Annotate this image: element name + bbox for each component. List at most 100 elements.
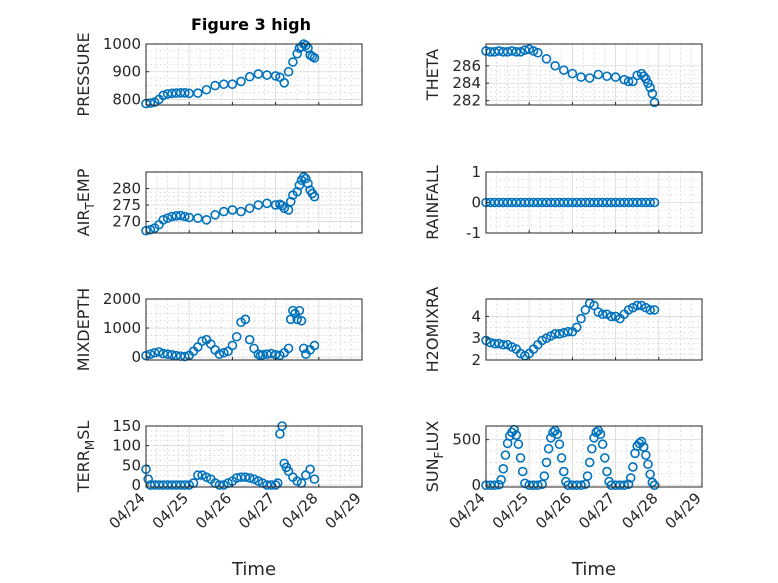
- data-point: [143, 474, 153, 484]
- data-point: [645, 305, 655, 315]
- axes-frame: [145, 43, 363, 106]
- data-point: [610, 72, 621, 82]
- data-point: [500, 450, 511, 460]
- data-point: [517, 466, 528, 477]
- data-point: [262, 198, 272, 209]
- data-points: [481, 298, 660, 361]
- y-tick-label: 270: [112, 212, 141, 230]
- data-point: [305, 464, 315, 475]
- data-points: [481, 424, 660, 490]
- data-point: [567, 68, 578, 79]
- grid: [146, 44, 362, 105]
- x-tick-label: 04/24: [106, 489, 149, 532]
- data-point: [496, 474, 506, 485]
- y-tick-label: 3: [471, 329, 481, 347]
- data-point: [511, 430, 522, 440]
- data-point: [515, 47, 526, 57]
- data-point: [595, 429, 606, 439]
- data-point: [301, 173, 311, 184]
- axes-frame: [485, 43, 703, 106]
- data-point: [558, 65, 569, 75]
- data-point: [292, 48, 303, 59]
- data-point: [201, 215, 212, 225]
- data-point: [558, 466, 569, 477]
- x-tick-label: 04/28: [278, 489, 321, 532]
- data-point: [218, 206, 229, 217]
- y-tick-label: 2000: [103, 290, 141, 308]
- data-point: [277, 200, 287, 211]
- data-point: [283, 66, 294, 77]
- data-point: [244, 203, 255, 214]
- data-point: [576, 313, 586, 324]
- y-axis-label: AIRTEMP: [74, 168, 97, 236]
- axes-frame: [145, 298, 363, 361]
- data-point: [175, 210, 186, 221]
- grid: [146, 426, 362, 487]
- data-point: [180, 211, 190, 222]
- y-tick-label: 1000: [103, 319, 141, 337]
- x-tick-label: 04/27: [235, 489, 278, 532]
- grid: [486, 299, 702, 360]
- data-point: [556, 453, 567, 463]
- data-point: [645, 197, 655, 208]
- data-points: [141, 39, 320, 109]
- y-tick-label: 900: [112, 63, 141, 81]
- y-tick-label: 286: [452, 57, 481, 75]
- y-tick-label: 150: [112, 417, 141, 435]
- data-point: [628, 76, 638, 87]
- x-tick-label: 04/29: [662, 489, 705, 532]
- data-point: [154, 347, 164, 357]
- data-point: [210, 210, 220, 220]
- y-tick-label: 282: [452, 92, 481, 110]
- subplot-rainfall: -1 0 1 RAINFALL: [423, 163, 703, 242]
- data-point: [587, 443, 597, 454]
- data-point: [240, 314, 251, 325]
- data-point: [193, 213, 203, 223]
- y-tick-label: 100: [112, 437, 141, 455]
- data-point: [571, 322, 582, 333]
- data-point: [296, 315, 307, 326]
- data-point: [576, 480, 586, 490]
- data-point: [584, 73, 595, 83]
- data-point: [625, 473, 636, 483]
- data-point: [591, 427, 601, 438]
- y-tick-label: 2: [471, 351, 481, 369]
- axes-frame: [485, 298, 703, 361]
- data-point: [606, 311, 617, 322]
- data-point: [498, 339, 509, 350]
- data-point: [589, 300, 599, 311]
- axes-frame: [145, 425, 363, 488]
- data-point: [244, 473, 255, 483]
- data-point: [283, 343, 294, 354]
- data-point: [227, 340, 238, 351]
- data-point: [236, 206, 246, 217]
- data-point: [294, 305, 305, 316]
- axes-frame: [485, 425, 703, 488]
- y-tick-label: 500: [452, 431, 481, 449]
- data-point: [270, 200, 281, 210]
- data-point: [197, 336, 207, 346]
- y-tick-label: 0: [471, 194, 481, 212]
- y-axis-label: SUNFLUX: [423, 421, 446, 493]
- x-axis-label: Time: [231, 559, 276, 580]
- data-point: [597, 309, 608, 320]
- data-point: [236, 76, 246, 87]
- data-point: [541, 54, 552, 64]
- x-tick-label: 04/26: [532, 489, 575, 532]
- data-point: [645, 82, 655, 93]
- data-points: [141, 172, 320, 236]
- data-point: [301, 40, 311, 51]
- data-point: [158, 215, 169, 225]
- subplot-h2omixra: 2 3 4 H2OMIXRA: [423, 287, 703, 372]
- data-point: [266, 348, 277, 359]
- data-point: [597, 439, 608, 450]
- data-point: [303, 178, 313, 189]
- data-point: [513, 439, 524, 450]
- y-tick-label: 284: [452, 74, 481, 92]
- data-point: [632, 300, 643, 311]
- data-point: [227, 79, 238, 89]
- y-tick-label: 1000: [103, 35, 141, 53]
- data-point: [270, 71, 281, 81]
